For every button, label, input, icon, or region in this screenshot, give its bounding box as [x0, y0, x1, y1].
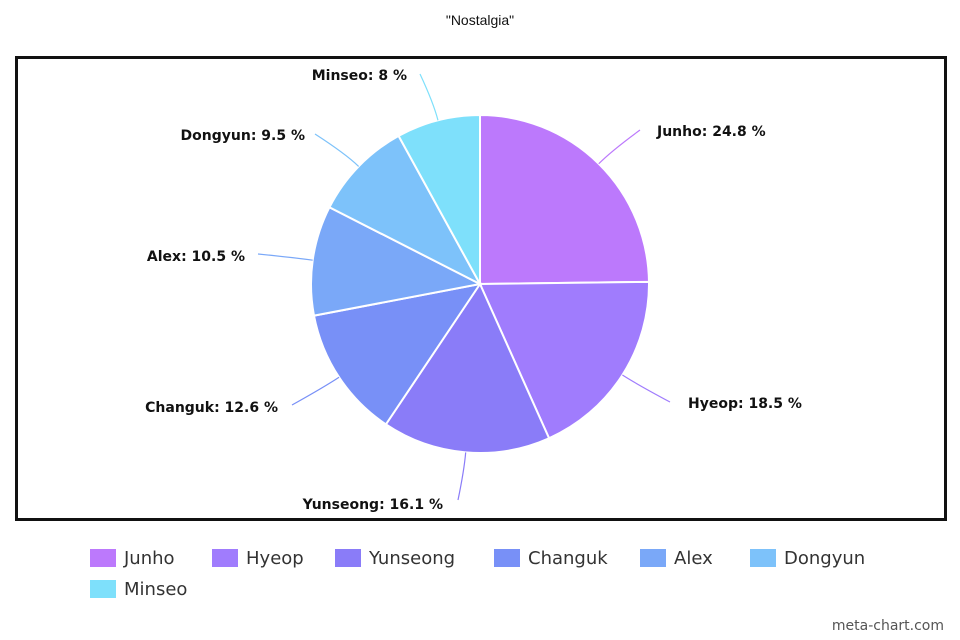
legend-swatch-changuk: [494, 549, 520, 567]
leader-line-dongyun: [314, 133, 360, 167]
legend-swatch-junho: [90, 549, 116, 567]
data-label-yunseong: Yunseong: 16.1 %: [302, 497, 443, 513]
plot-frame: [15, 56, 947, 521]
legend-item-yunseong[interactable]: Yunseong: [335, 545, 455, 571]
leader-line-hyeop: [622, 374, 671, 403]
leader-line-junho: [598, 129, 641, 165]
pie-slice-dongyun[interactable]: [328, 134, 483, 287]
legend-label-dongyun: Dongyun: [784, 547, 866, 569]
pie-slice-changuk[interactable]: [312, 282, 483, 426]
legend-label-alex: Alex: [674, 547, 713, 569]
chart-title: "Nostalgia": [445, 12, 515, 28]
legend-swatch-hyeop: [212, 549, 238, 567]
data-label-alex: Alex: 10.5 %: [147, 249, 245, 265]
data-label-changuk: Changuk: 12.6 %: [145, 400, 278, 416]
legend-item-junho[interactable]: Junho: [90, 545, 175, 571]
leader-line-changuk: [291, 376, 340, 406]
legend-label-yunseong: Yunseong: [369, 547, 456, 569]
legend-item-alex[interactable]: Alex: [640, 545, 713, 571]
legend-swatch-minseo: [90, 580, 116, 598]
legend-label-minseo: Minseo: [124, 578, 188, 600]
pie-slice-junho[interactable]: [479, 113, 651, 286]
legend-swatch-yunseong: [335, 549, 361, 567]
legend-swatch-dongyun: [750, 549, 776, 567]
watermark: meta-chart.com: [831, 618, 944, 634]
legend-label-junho: Junho: [124, 547, 175, 569]
pie-slice-alex[interactable]: [310, 205, 484, 317]
data-label-dongyun: Dongyun: 9.5 %: [181, 128, 305, 144]
legend-label-hyeop: Hyeop: [246, 547, 304, 569]
legend-item-changuk[interactable]: Changuk: [494, 545, 608, 571]
data-label-minseo: Minseo: 8 %: [312, 68, 407, 84]
leader-line-minseo: [419, 73, 439, 121]
pie-slice-minseo[interactable]: [397, 113, 481, 285]
data-label-hyeop: Hyeop: 18.5 %: [688, 396, 802, 412]
leader-line-yunseong: [457, 452, 467, 501]
legend-item-minseo[interactable]: Minseo: [90, 576, 187, 602]
leader-line-alex: [257, 253, 313, 261]
legend-label-changuk: Changuk: [528, 547, 608, 569]
pie-slice-hyeop[interactable]: [478, 280, 650, 440]
legend-item-dongyun[interactable]: Dongyun: [750, 545, 865, 571]
legend-item-hyeop[interactable]: Hyeop: [212, 545, 304, 571]
data-label-junho: Junho: 24.8 %: [656, 124, 766, 140]
legend-swatch-alex: [640, 549, 666, 567]
